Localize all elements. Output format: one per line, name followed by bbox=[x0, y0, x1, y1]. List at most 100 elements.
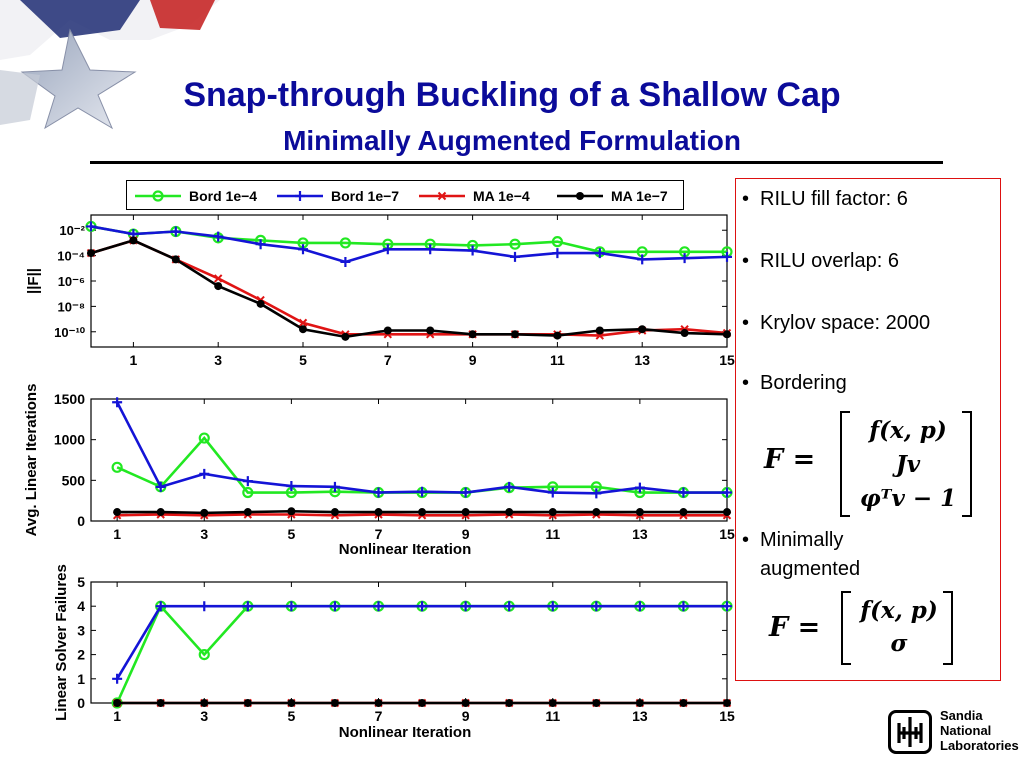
y-tick-label: 10⁻⁴ bbox=[57, 249, 85, 264]
data-point bbox=[199, 468, 210, 479]
data-point bbox=[86, 221, 96, 232]
data-point bbox=[129, 236, 138, 245]
data-point bbox=[242, 601, 253, 612]
legend-marker bbox=[152, 190, 164, 202]
series-bord-1e-7 bbox=[112, 397, 732, 499]
data-point bbox=[330, 699, 339, 707]
data-point bbox=[635, 699, 644, 707]
settings-box bbox=[735, 178, 1001, 681]
legend-marker bbox=[437, 191, 447, 201]
legend-entries: Bord 1e−4 Bord 1e−7 MA 1e−4 MA 1e−7 bbox=[135, 188, 668, 204]
data-point bbox=[330, 508, 339, 517]
bullet-bordering: • Bordering bbox=[742, 372, 847, 394]
data-point bbox=[635, 508, 644, 517]
legend-marker bbox=[576, 192, 584, 200]
x-tick-label: 13 bbox=[632, 708, 648, 724]
right-bracket-icon bbox=[943, 591, 953, 665]
data-point bbox=[679, 253, 690, 264]
star-logo-icon bbox=[0, 0, 220, 130]
bullet-minimally-augmented: • Minimally augmented bbox=[742, 529, 861, 580]
data-point bbox=[113, 699, 122, 707]
formula-bordering-row-3: φᵀv − 1 bbox=[859, 485, 957, 512]
x-tick-label: 9 bbox=[469, 352, 477, 368]
data-point bbox=[504, 601, 515, 612]
y-tick-label: 4 bbox=[77, 598, 85, 614]
data-point bbox=[637, 254, 648, 265]
data-point bbox=[679, 508, 688, 517]
data-point bbox=[591, 488, 602, 499]
data-point bbox=[460, 601, 471, 612]
data-point bbox=[678, 601, 689, 612]
data-point bbox=[552, 248, 563, 259]
data-point bbox=[383, 326, 392, 335]
formula-ma-row-1: f(x, p) bbox=[860, 597, 938, 624]
data-point bbox=[374, 699, 383, 707]
x-tick-label: 5 bbox=[287, 526, 295, 542]
data-point bbox=[634, 482, 645, 493]
data-point bbox=[286, 601, 297, 612]
data-point bbox=[373, 487, 384, 498]
left-bracket-icon bbox=[841, 591, 851, 665]
y-tick-label: 10⁻¹⁰ bbox=[54, 325, 86, 340]
legend-entry: Bord 1e−4 bbox=[135, 188, 257, 204]
x-tick-label: 9 bbox=[462, 708, 470, 724]
y-tick-label: 1 bbox=[77, 671, 85, 687]
data-point bbox=[255, 239, 266, 250]
data-point bbox=[287, 507, 296, 516]
formula-bordering-row-1: f(x, p) bbox=[869, 417, 947, 444]
formula-ma: F = f(x, p) σ bbox=[765, 590, 965, 666]
y-tick-label: 0 bbox=[77, 513, 85, 529]
sandia-logo-text: Sandia National Laboratories bbox=[940, 708, 1019, 753]
data-point bbox=[595, 326, 604, 335]
legend-label: MA 1e−4 bbox=[473, 188, 530, 204]
legend-label: Bord 1e−4 bbox=[189, 188, 257, 204]
data-point bbox=[113, 508, 122, 517]
x-tick-label: 15 bbox=[719, 352, 735, 368]
data-point bbox=[374, 508, 383, 517]
x-tick-label: 7 bbox=[384, 352, 392, 368]
x-tick-label: 15 bbox=[719, 708, 735, 724]
legend-entry: MA 1e−4 bbox=[419, 188, 530, 204]
series-bord-1e-7 bbox=[86, 221, 732, 267]
data-point bbox=[156, 699, 165, 707]
y-tick-label: 10⁻² bbox=[59, 223, 85, 238]
title-underline bbox=[90, 161, 943, 164]
data-point bbox=[426, 326, 435, 335]
bullet-krylov: • Krylov space: 2000 bbox=[742, 312, 931, 334]
data-point bbox=[213, 231, 224, 242]
x-tick-label: 11 bbox=[550, 352, 565, 368]
data-point bbox=[242, 486, 254, 499]
data-point bbox=[510, 251, 520, 262]
data-point bbox=[243, 508, 252, 517]
data-point bbox=[298, 244, 308, 255]
plot-frame bbox=[90, 214, 728, 348]
data-point bbox=[286, 481, 297, 492]
formula-ma-lhs: F = bbox=[769, 612, 821, 643]
data-point bbox=[505, 508, 514, 517]
data-point bbox=[417, 601, 428, 612]
y-tick-label: 10⁻⁶ bbox=[58, 274, 85, 289]
x-tick-label: 3 bbox=[200, 526, 208, 542]
right-bracket-icon bbox=[962, 411, 972, 517]
y-tick-label: 500 bbox=[62, 472, 86, 488]
series-ma-1e-7 bbox=[113, 699, 731, 707]
legend-entry: Bord 1e−7 bbox=[277, 188, 399, 204]
data-point bbox=[198, 648, 210, 661]
series-ma-1e-7 bbox=[87, 236, 731, 341]
formula-bordering-row-2: Jv bbox=[895, 451, 921, 478]
data-point bbox=[418, 699, 427, 707]
plot-frame bbox=[90, 398, 728, 522]
data-point bbox=[723, 699, 731, 707]
x-tick-label: 5 bbox=[287, 708, 295, 724]
legend-marker bbox=[295, 191, 305, 201]
data-point bbox=[722, 601, 732, 612]
left-bracket-icon bbox=[840, 411, 850, 517]
series-line bbox=[90, 239, 728, 337]
data-point bbox=[339, 237, 351, 249]
data-point bbox=[505, 699, 514, 707]
data-point bbox=[382, 244, 393, 255]
legend-label: MA 1e−7 bbox=[611, 188, 668, 204]
